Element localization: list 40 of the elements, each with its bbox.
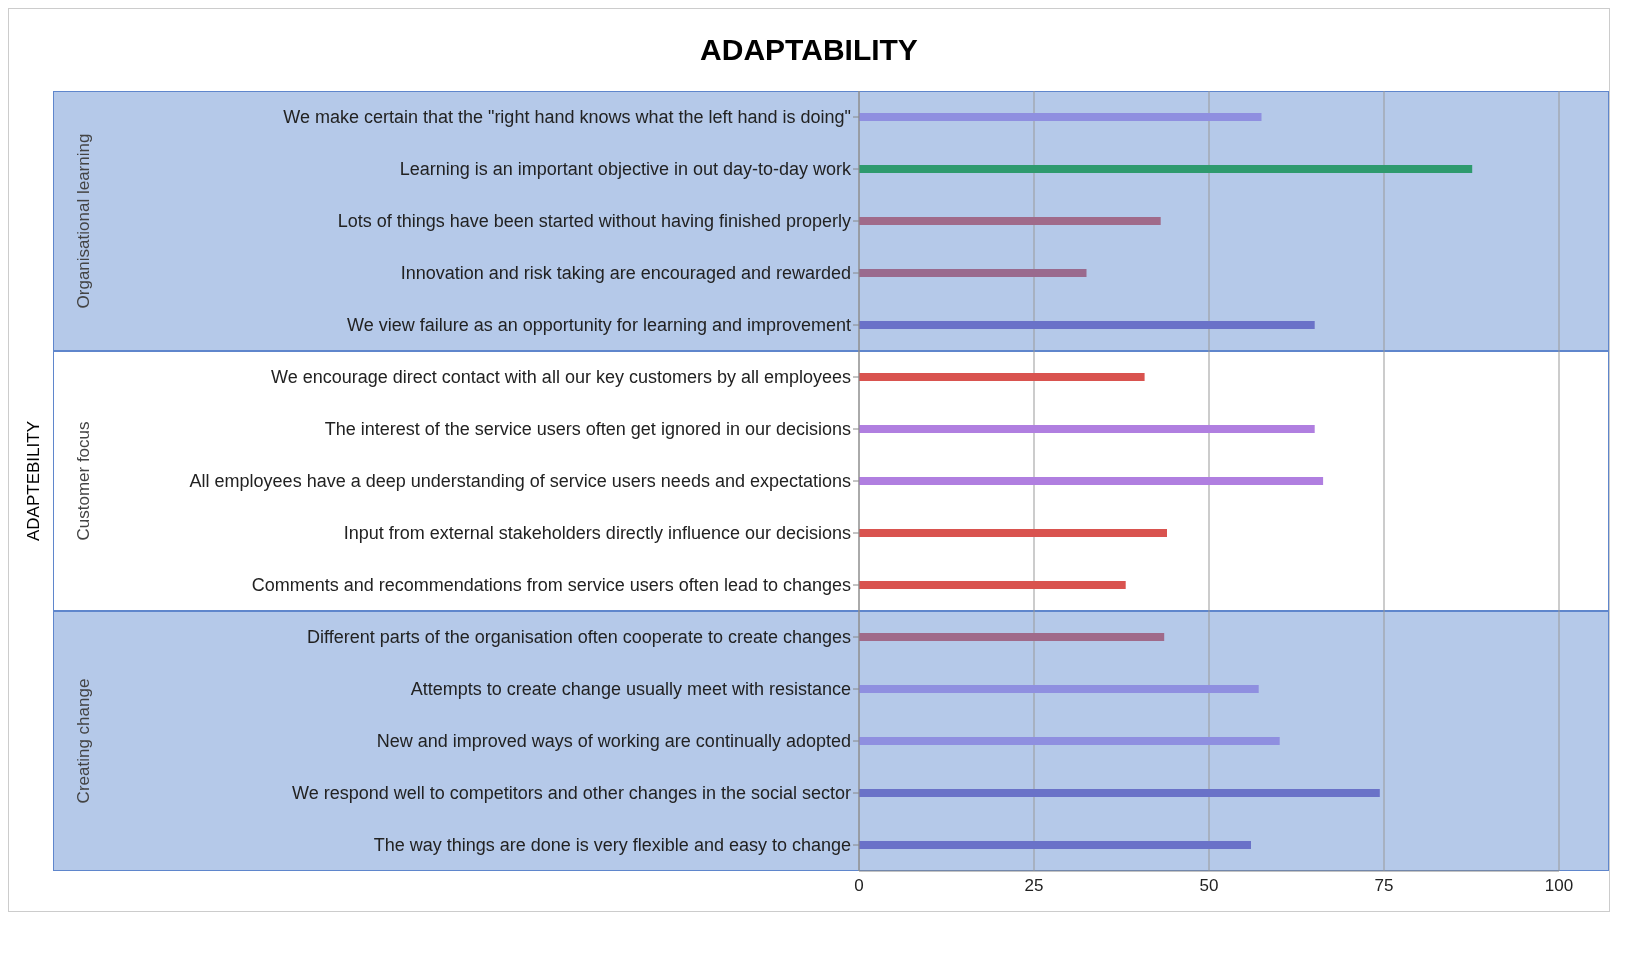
y-tick-label: Different parts of the organisation often cooperate to create changes	[306, 627, 851, 648]
y-tick-label: We respond well to competitors and other changes in the social sector	[292, 783, 851, 804]
y-tick-label: The interest of the service users often get ignored in our decisions	[324, 419, 851, 440]
bar	[859, 789, 1380, 797]
bar	[859, 581, 1126, 589]
chart-title: ADAPTABILITY	[699, 32, 919, 68]
bar	[859, 477, 1324, 485]
y-tick-label: We make certain that the "right hand knows what the left hand is doing"	[283, 107, 851, 128]
bar	[859, 321, 1315, 329]
band-label: Creating change	[74, 678, 94, 804]
y-tick-label: We view failure as an opportunity for learning and improvement	[347, 315, 851, 336]
bar	[859, 113, 1262, 121]
band-label: Organisational learning	[74, 133, 94, 309]
y-tick-label: We encourage direct contact with all our key customers by all employees	[271, 367, 851, 388]
bar	[859, 373, 1145, 381]
text: ADAPTEBILITY	[24, 421, 44, 541]
y-tick-label: Innovation and risk taking are encouraged and rewarded	[400, 263, 851, 284]
y-tick-label: Lots of things have been started without having finished properly	[337, 211, 851, 232]
bar	[859, 633, 1165, 641]
x-tick-label: 50	[1199, 876, 1219, 896]
bar	[859, 165, 1473, 173]
bar	[859, 425, 1315, 433]
y-tick-label: The way things are done is very flexible and easy to change	[373, 835, 851, 856]
x-tick-label: 25	[1024, 876, 1044, 896]
bar	[859, 217, 1161, 225]
bar	[859, 841, 1251, 849]
band-label: Customer focus	[74, 421, 94, 541]
x-tick-label: 0	[854, 876, 864, 896]
y-tick-label: Input from external stakeholders directly influence our decisions	[343, 523, 851, 544]
bar	[859, 737, 1280, 745]
y-tick-label: Learning is an important objective in out day-to-day work	[399, 159, 852, 180]
x-tick-label: 75	[1374, 876, 1394, 896]
bar	[859, 269, 1087, 277]
bar	[859, 685, 1259, 693]
x-tick-label: 100	[1544, 876, 1574, 896]
bar	[859, 529, 1167, 537]
y-tick-label: All employees have a deep understanding of service users needs and expectations	[189, 471, 851, 492]
y-tick-label: Attempts to create change usually meet with resistance	[410, 679, 851, 700]
y-tick-label: New and improved ways of working are continually adopted	[376, 731, 851, 752]
y-tick-label: Comments and recommendations from service users often lead to changes	[251, 575, 851, 596]
